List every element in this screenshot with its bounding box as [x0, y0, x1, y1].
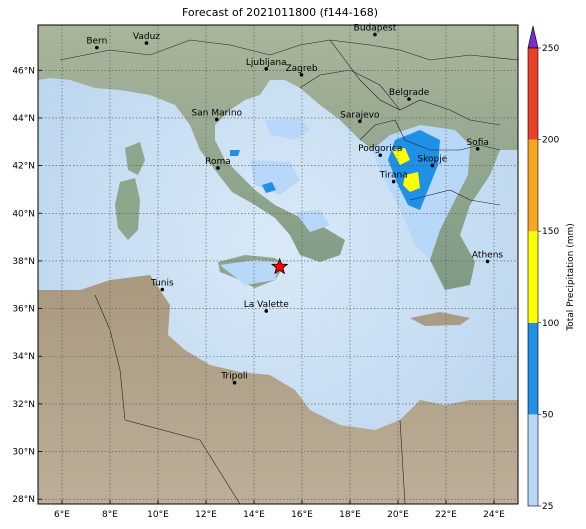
- colorbar-segment: [528, 414, 538, 506]
- city-dot: [160, 287, 165, 292]
- colorbar-label: Total Precipitation (mm): [566, 223, 576, 332]
- lon-tick-label: 18°E: [339, 510, 361, 520]
- colorbar-tick-label: 250: [542, 44, 559, 54]
- map-frame: [37, 24, 519, 505]
- city-dot: [378, 153, 383, 157]
- city-label: Budapest: [354, 24, 397, 34]
- city-label: Ljubljana: [246, 58, 287, 68]
- city-label: Belgrade: [389, 88, 430, 98]
- land-corsica: [125, 142, 145, 175]
- city-label: Sofia: [466, 138, 488, 148]
- lat-tick-label: 32°N: [12, 400, 35, 410]
- colorbar: 25 50 100 150 200 250 Total Precipitation (mm): [527, 25, 576, 512]
- city-label: Zagreb: [285, 64, 317, 74]
- lon-tick-label: 6°E: [54, 510, 70, 520]
- colorbar-tick-label: 50: [542, 410, 554, 420]
- land-crete: [410, 312, 470, 326]
- city-dot: [144, 41, 149, 45]
- lon-tick-label: 10°E: [147, 510, 169, 520]
- colorbar-frame: [527, 47, 539, 507]
- colorbar-segment: [528, 48, 538, 140]
- star-marker: [271, 257, 289, 275]
- city-dot: [95, 45, 99, 50]
- city-dot: [430, 163, 435, 168]
- land-europe: [38, 25, 518, 290]
- lat-tick-label: 38°N: [12, 257, 35, 267]
- city-dot: [299, 73, 304, 77]
- lon-tick-label: 14°E: [243, 510, 265, 520]
- lon-tick-label: 8°E: [102, 510, 118, 520]
- colorbar-segment: [528, 322, 538, 415]
- city-dot: [373, 32, 377, 37]
- lat-tick-label: 30°N: [12, 448, 35, 458]
- lat-tick-label: 44°N: [12, 114, 35, 124]
- lat-tick-label: 40°N: [12, 209, 35, 219]
- axis-ticks: 6°E 8°E 10°E 12°E 14°E 16°E 18°E 20°E 22°E 24°E 28…: [12, 66, 505, 520]
- lon-tick-label: 24°E: [483, 510, 505, 520]
- colorbar-extend: [527, 25, 539, 49]
- colorbar-segment: [528, 231, 538, 323]
- lon-tick-label: 12°E: [195, 510, 217, 520]
- colorbar-tick-label: 100: [542, 319, 559, 329]
- city-dot: [216, 166, 220, 170]
- lon-tick-label: 22°E: [435, 510, 457, 520]
- city-label: Skopje: [417, 155, 447, 165]
- city-dot: [475, 147, 480, 151]
- colorbar-tick-label: 25: [542, 502, 553, 512]
- city-label: Tunis: [150, 279, 174, 289]
- city-label: Roma: [205, 157, 231, 167]
- lat-tick-label: 46°N: [12, 66, 35, 76]
- city-label: San Marino: [192, 108, 243, 118]
- city-label: Bern: [86, 37, 107, 47]
- land-africa: [38, 275, 518, 504]
- lon-tick-label: 20°E: [387, 510, 409, 520]
- lat-tick-label: 42°N: [12, 162, 35, 172]
- city-dot: [391, 179, 396, 184]
- city-label: Tirana: [379, 171, 408, 181]
- colorbar-tick-label: 200: [542, 136, 559, 146]
- city-dot: [358, 119, 362, 124]
- precipitation-field: [220, 118, 470, 285]
- colorbar-segment: [528, 139, 538, 232]
- city-label: Sarajevo: [340, 110, 380, 120]
- marker-layer: [271, 257, 289, 275]
- city-label: Podgorica: [358, 144, 402, 154]
- lon-tick-label: 16°E: [291, 510, 313, 520]
- gridlines: [38, 25, 518, 504]
- city-dot: [264, 67, 269, 71]
- city-dot: [407, 97, 411, 101]
- city-dot: [485, 259, 490, 264]
- city-label: Tripoli: [220, 372, 248, 382]
- colorbar-tick-label: 150: [542, 227, 559, 237]
- city-dot: [215, 117, 219, 122]
- city-label: Athens: [472, 250, 503, 260]
- city-label: La Valette: [244, 300, 289, 310]
- city-label: Vaduz: [133, 32, 160, 42]
- lat-tick-label: 34°N: [12, 352, 35, 362]
- lat-tick-label: 36°N: [12, 305, 35, 315]
- lat-tick-label: 28°N: [12, 495, 35, 505]
- map-title: Forecast of 2021011800 (f144-168): [181, 6, 379, 19]
- land-sardinia: [115, 178, 140, 240]
- city-dot: [232, 380, 237, 385]
- city-dot: [264, 309, 269, 313]
